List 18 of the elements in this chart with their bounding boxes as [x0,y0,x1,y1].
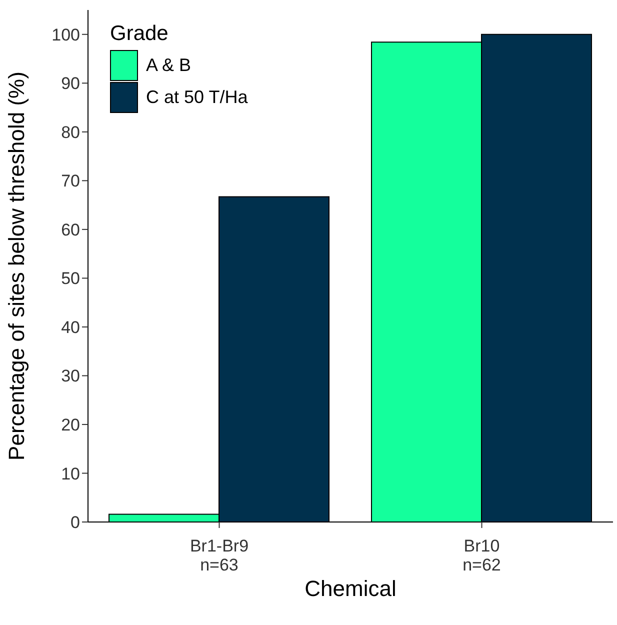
y-tick-label: 40 [61,318,80,337]
y-tick-label: 60 [61,220,80,240]
legend-title: Grade [110,22,170,46]
x-tick-label: Br10 n=62 [462,536,501,574]
legend-label: C at 50 T/Ha [145,86,248,109]
y-tick-label: 100 [52,25,80,44]
x-tick-label: Br1-Br9 n=63 [190,536,249,574]
y-axis-title: Percentage of sites below threshold (%) [4,72,29,460]
x-axis-title: Chemical [304,576,396,601]
y-tick-label: 10 [61,464,80,484]
y-tick-label: 70 [61,172,80,191]
y-tick-label: 0 [70,513,80,532]
y-tick-label: 50 [61,269,80,288]
y-tick-label: 20 [61,416,80,435]
y-tick-label: 30 [61,366,80,386]
y-tick-label: 80 [61,122,80,142]
y-tick-label: 90 [61,74,80,94]
legend-label: A & B [145,54,192,77]
